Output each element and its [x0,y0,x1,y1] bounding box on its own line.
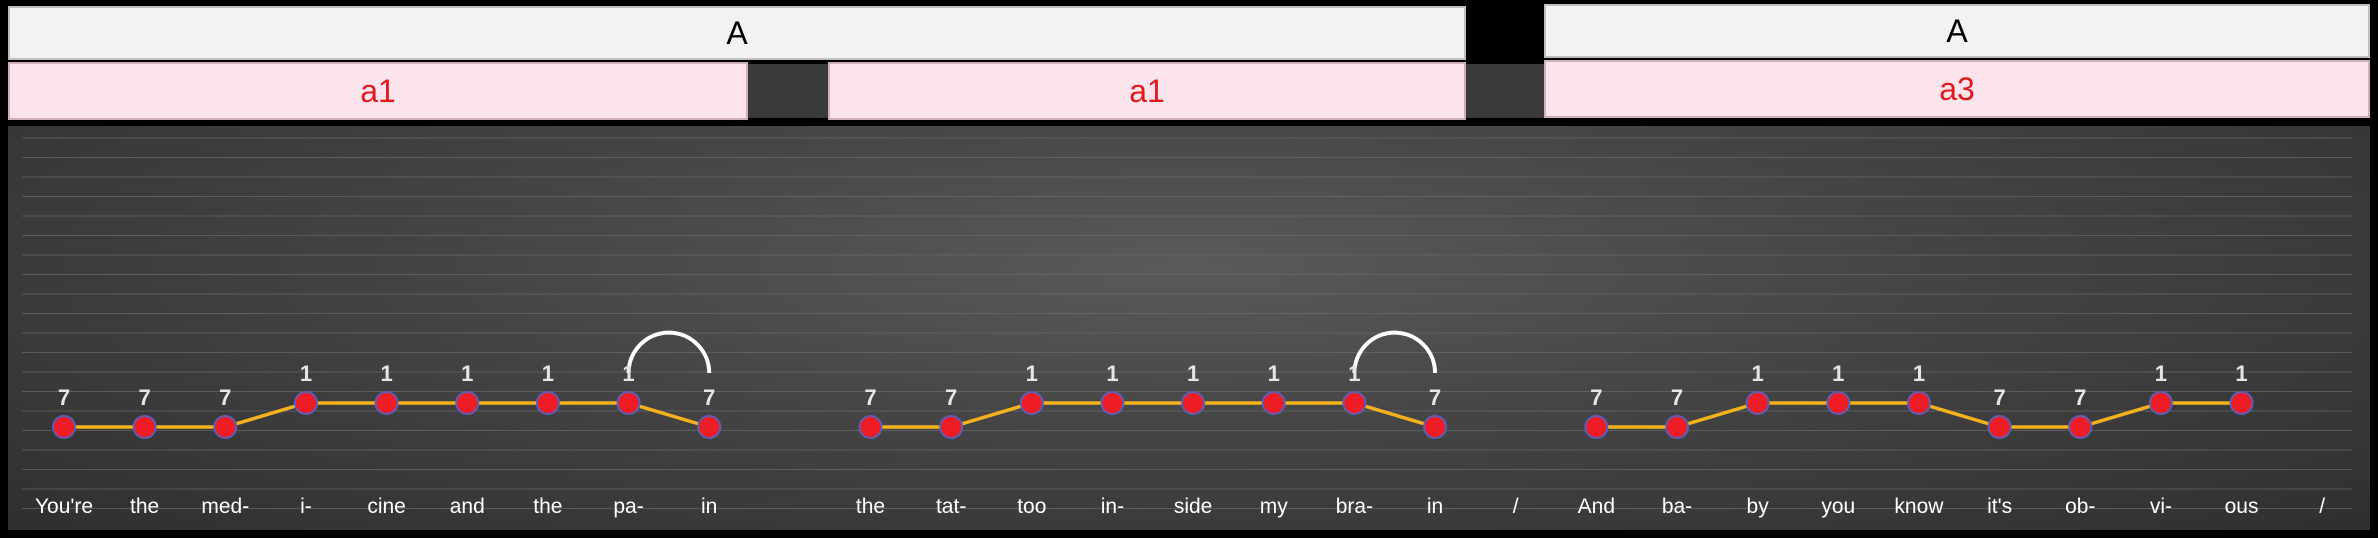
note-degree-label: 7 [945,385,957,410]
note-degree-label: 1 [1106,361,1118,386]
note-point [1745,391,1770,415]
note-point [2229,391,2254,415]
note-point [455,391,480,415]
note-degree-label: 7 [1590,385,1602,410]
note-point [1100,391,1125,415]
note-degree-label: 7 [139,385,151,410]
note-point [616,391,641,415]
note-degree-label: 1 [1187,361,1199,386]
note-degree-label: 1 [622,361,634,386]
phrase-label-text: a3 [1939,70,1975,107]
note-degree-label: 1 [542,361,554,386]
section-label-text: A [726,14,748,51]
note-point [1906,391,1931,415]
phrase-label-a1-1: a1 [8,62,748,120]
tie-arc [626,330,712,374]
lyric-syllable: it's [1987,495,2012,518]
note-point [1423,415,1448,439]
lyric-syllable: in- [1101,495,1124,518]
lyric-syllable: tat- [936,495,966,518]
phrase-label-text: a1 [1129,72,1165,109]
lyric-syllable: cine [367,495,406,518]
lyric-syllable: in [1427,495,1443,518]
phrase-label-a3: a3 [1544,60,2370,118]
note-point [132,415,157,439]
note-point [293,391,318,415]
lyric-syllable: med- [201,495,249,518]
lyric-syllable: / [1513,495,1519,518]
note-degree-label: 1 [461,361,473,386]
note-point [535,391,560,415]
lyric-syllable: the [533,495,562,518]
note-degree-label: 1 [380,361,392,386]
note-point [1584,415,1609,439]
note-degree-label: 7 [864,385,876,410]
lyric-syllable: pa- [613,495,643,518]
lyric-syllable: the [856,495,885,518]
note-degree-label: 7 [1429,385,1441,410]
note-degree-label: 7 [58,385,70,410]
note-degree-label: 1 [1913,361,1925,386]
section-label-text: A [1946,12,1968,49]
note-point [52,415,76,439]
lyric-syllable: too [1017,495,1046,518]
section-label-A-1: A [8,6,1466,60]
note-point [1987,415,2012,439]
lyric-syllable: vi- [2150,495,2172,518]
chart-background [8,126,2370,530]
note-degree-label: 1 [1026,361,1038,386]
lyric-syllable: / [2319,495,2325,518]
lyric-syllable: my [1260,495,1288,518]
note-degree-label: 7 [1671,385,1683,410]
note-point [374,391,399,415]
lyric-syllable: side [1174,495,1213,518]
note-degree-label: 1 [1832,361,1844,386]
lyric-syllable: ob- [2065,495,2095,518]
lyric-syllable: You're [35,495,93,518]
lyric-syllable: ba- [1662,495,1692,518]
note-point [1342,391,1367,415]
lyric-syllable: bra- [1336,495,1373,518]
melody-line [870,401,1436,429]
note-point [697,415,722,439]
lyric-syllable: know [1894,495,1944,518]
lyric-syllable: in [701,495,717,518]
lyric-syllable: by [1747,495,1770,518]
note-degree-label: 1 [1268,361,1280,386]
lyric-syllable: the [130,495,159,518]
note-degree-label: 7 [1993,385,2005,410]
note-point [213,415,238,439]
note-degree-label: 1 [1752,361,1764,386]
note-point [858,415,883,439]
phrase-label-a1-2: a1 [828,62,1466,120]
lyric-syllable: and [450,495,485,518]
note-degree-label: 1 [1348,361,1360,386]
note-point [2148,391,2173,415]
note-point [1261,391,1286,415]
section-label-A-2: A [1544,4,2370,58]
lyric-syllable: ous [2225,495,2259,518]
lyric-syllable: you [1821,495,1855,518]
note-degree-label: 7 [2074,385,2086,410]
note-point [1019,391,1044,415]
note-point [1181,391,1206,415]
note-point [1665,415,1689,439]
note-degree-label: 1 [300,361,312,386]
lyric-syllable: i- [300,495,312,518]
note-point [2068,415,2093,439]
note-point [1826,391,1851,415]
phrase-connector [748,64,828,118]
note-degree-label: 1 [2235,361,2247,386]
tie-arc [1352,330,1438,374]
note-degree-label: 1 [2155,361,2167,386]
note-point [939,415,964,439]
phrase-connector [1466,64,1544,118]
lyric-syllable: And [1578,495,1615,518]
phrase-label-text: a1 [360,72,396,109]
note-degree-label: 7 [703,385,715,410]
note-degree-label: 7 [219,385,231,410]
